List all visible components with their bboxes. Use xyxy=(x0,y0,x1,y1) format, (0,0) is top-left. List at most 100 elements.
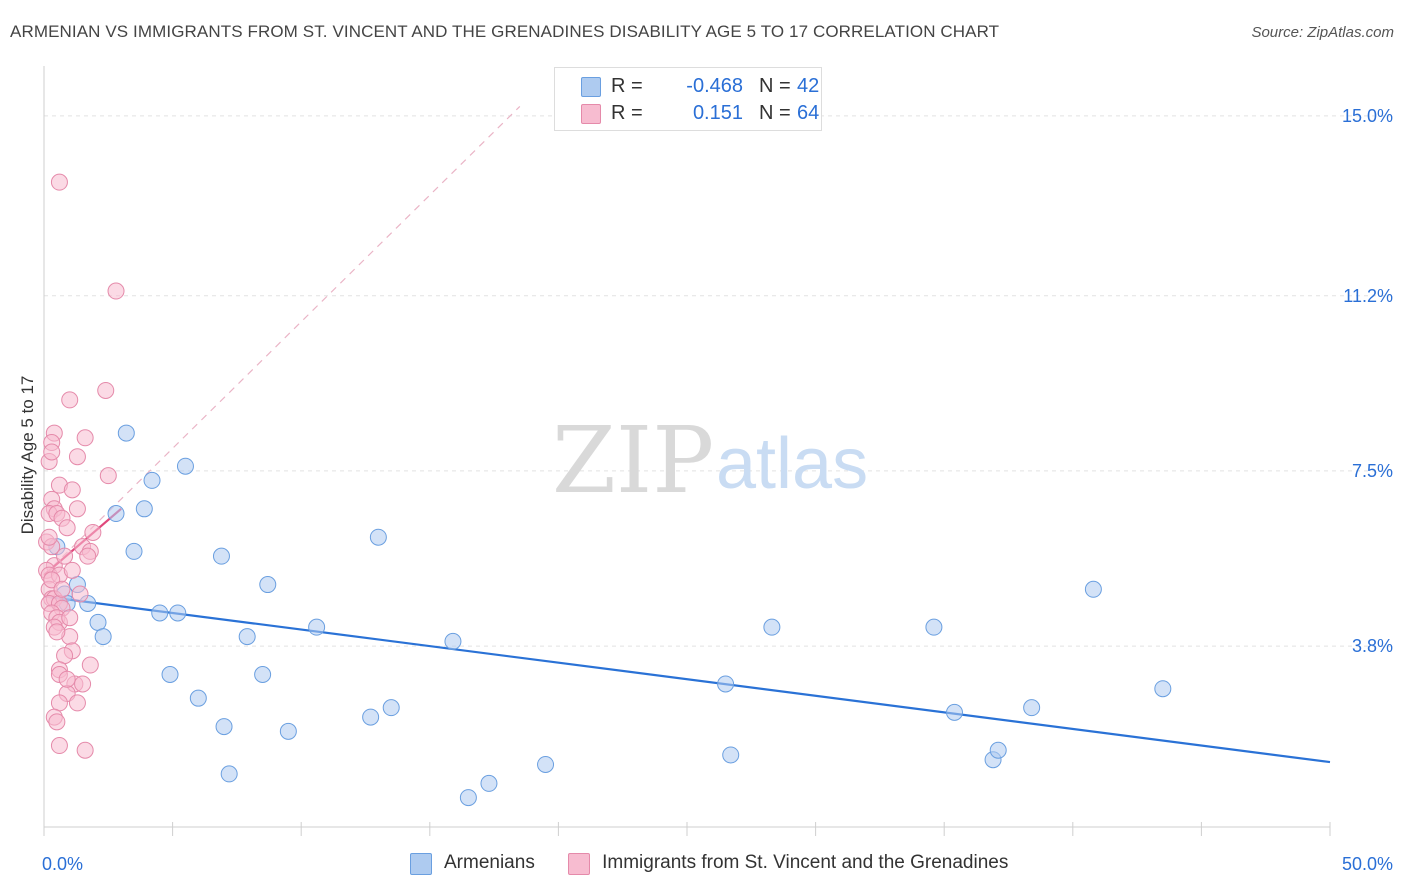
armenians-point xyxy=(279,722,297,740)
immigrants-point xyxy=(97,381,115,399)
legend-r-label: R = xyxy=(611,102,643,124)
immigrants-point xyxy=(76,429,94,447)
armenians-point xyxy=(125,542,143,560)
legend-swatch-pink xyxy=(581,104,601,124)
immigrants-point xyxy=(40,528,58,546)
armenians-point xyxy=(925,618,943,636)
immigrants-point xyxy=(68,448,86,466)
legend-n-value: 42 xyxy=(797,75,820,97)
armenians-point xyxy=(254,666,272,684)
armenians-point xyxy=(763,618,781,636)
armenians-point xyxy=(151,604,169,622)
armenians-point xyxy=(945,703,963,721)
data-points xyxy=(38,173,1172,807)
immigrants-point xyxy=(58,519,76,537)
immigrants-point xyxy=(43,443,61,461)
x-tick-label-max: 50.0% xyxy=(1342,854,1393,874)
legend-item-armenians[interactable]: Armenians xyxy=(410,851,535,875)
immigrants-point xyxy=(50,694,68,712)
x-tick-label-min: 0.0% xyxy=(42,854,83,874)
immigrants-point xyxy=(107,282,125,300)
y-tick-label: 15.0% xyxy=(1342,106,1393,126)
y-tick-label: 11.2% xyxy=(1343,286,1393,306)
y-tick-label: 3.8% xyxy=(1352,636,1393,656)
immigrants-point xyxy=(99,467,117,485)
legend-swatch-pink xyxy=(568,853,591,875)
immigrants-point xyxy=(63,481,81,499)
legend-r-label: R = xyxy=(611,75,643,97)
legend-r-value: -0.468 xyxy=(686,75,743,97)
trend-line-immigrants-extended xyxy=(43,105,521,576)
armenians-point xyxy=(989,741,1007,759)
armenians-point xyxy=(212,547,230,565)
tick-labels: 3.8% 7.5% 11.2% 15.0% 0.0% 50.0% xyxy=(42,106,1393,874)
immigrants-point xyxy=(50,737,68,755)
legend-label: Armenians xyxy=(444,852,535,873)
trend-line-armenians xyxy=(43,595,1331,764)
immigrants-point xyxy=(68,500,86,518)
chart-title: ARMENIAN VS IMMIGRANTS FROM ST. VINCENT … xyxy=(10,22,1000,41)
immigrants-point xyxy=(71,585,89,603)
armenians-point xyxy=(169,604,187,622)
immigrants-point xyxy=(53,580,71,598)
legend-swatch-blue xyxy=(410,853,432,875)
gridlines xyxy=(44,115,1392,647)
armenians-point xyxy=(117,424,135,442)
immigrants-point xyxy=(68,694,86,712)
immigrants-point xyxy=(74,675,92,693)
immigrants-point xyxy=(50,173,68,191)
armenians-point xyxy=(215,718,233,736)
y-tick-label: 7.5% xyxy=(1352,461,1393,481)
armenians-point xyxy=(89,613,107,631)
legend-swatch-blue xyxy=(581,77,601,97)
armenians-point xyxy=(220,765,238,783)
armenians-point xyxy=(107,505,125,523)
immigrants-point xyxy=(81,656,99,674)
legend-r-value: 0.151 xyxy=(692,102,743,124)
armenians-point xyxy=(444,632,462,650)
immigrants-point xyxy=(61,609,79,627)
armenians-point xyxy=(1154,680,1172,698)
armenians-point xyxy=(459,789,477,807)
immigrants-point xyxy=(84,523,102,541)
axes xyxy=(43,66,1331,836)
armenians-point xyxy=(1084,580,1102,598)
armenians-point xyxy=(362,708,380,726)
armenians-point xyxy=(176,457,194,475)
immigrants-point xyxy=(48,623,66,641)
immigrants-point xyxy=(61,391,79,409)
legend-n-label: N = xyxy=(759,102,791,124)
legend-n-label: N = xyxy=(759,75,791,97)
source-credit: Source: ZipAtlas.com xyxy=(1251,24,1394,41)
armenians-point xyxy=(1023,699,1041,717)
correlation-legend: R = -0.468 N = 42 R = 0.151 N = 64 xyxy=(554,67,822,131)
armenians-point xyxy=(189,689,207,707)
armenians-point xyxy=(143,471,161,489)
immigrants-point xyxy=(56,547,74,565)
armenians-point xyxy=(308,618,326,636)
armenians-point xyxy=(369,528,387,546)
legend-label: Immigrants from St. Vincent and the Gren… xyxy=(602,852,1009,873)
armenians-point xyxy=(382,699,400,717)
immigrants-point xyxy=(63,561,81,579)
armenians-point xyxy=(94,628,112,646)
armenians-point xyxy=(722,746,740,764)
watermark-atlas: atlas xyxy=(716,424,868,504)
immigrants-point xyxy=(76,741,94,759)
series-legend: Armenians Immigrants from St. Vincent an… xyxy=(410,851,1036,875)
armenians-point xyxy=(480,774,498,792)
watermark-zip: ZIP xyxy=(552,407,714,514)
legend-item-immigrants[interactable]: Immigrants from St. Vincent and the Gren… xyxy=(568,851,1008,875)
armenians-point xyxy=(537,755,555,773)
armenians-point xyxy=(238,628,256,646)
armenians-point xyxy=(259,576,277,594)
armenians-point xyxy=(135,500,153,518)
immigrants-point xyxy=(79,547,97,565)
immigrants-point xyxy=(56,647,74,665)
armenians-point xyxy=(161,666,179,684)
armenians-point xyxy=(717,675,735,693)
immigrants-point xyxy=(58,670,76,688)
legend-n-value: 64 xyxy=(797,102,820,124)
immigrants-point xyxy=(48,713,66,731)
